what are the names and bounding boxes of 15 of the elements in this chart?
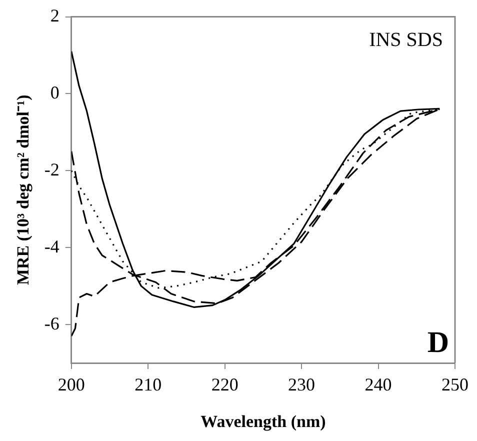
x-tick-label: 230 bbox=[288, 374, 316, 395]
annotation: D bbox=[427, 326, 449, 359]
annotation: INS SDS bbox=[369, 29, 443, 52]
y-tick-label: -6 bbox=[44, 313, 60, 334]
y-tick-label: 2 bbox=[50, 6, 60, 26]
y-tick-label: -4 bbox=[44, 236, 60, 256]
y-tick-label: 0 bbox=[50, 82, 60, 102]
x-tick-label: 210 bbox=[134, 374, 162, 395]
x-axis-title: Wavelength (nm) bbox=[200, 412, 326, 432]
x-tick-label: 220 bbox=[211, 374, 238, 395]
x-tick-label: 250 bbox=[442, 374, 468, 395]
y-axis-title: MRE (10³ deg cm² dmol⁻¹) bbox=[14, 94, 33, 286]
x-tick-label: 200 bbox=[58, 374, 85, 395]
x-tick-label: 240 bbox=[364, 374, 392, 395]
y-tick-label: -2 bbox=[44, 159, 60, 180]
